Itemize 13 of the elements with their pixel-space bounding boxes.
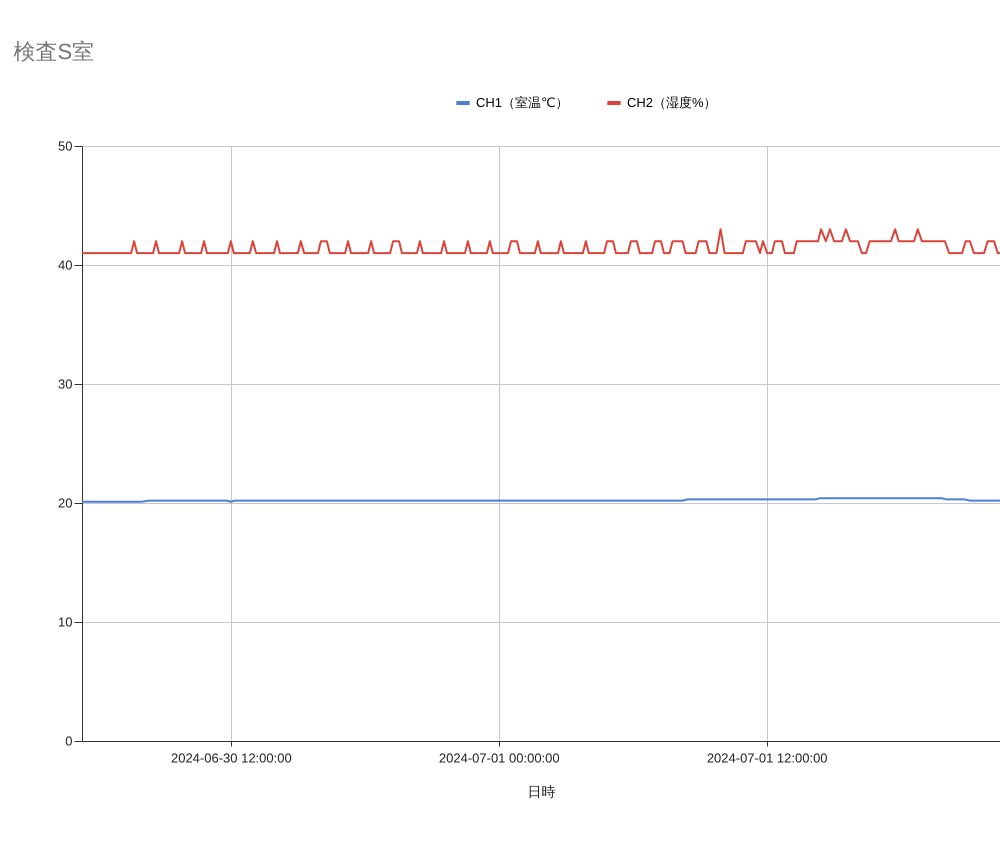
y-tick-label: 20 — [58, 496, 72, 510]
chart-title: 検査S室 — [14, 39, 94, 64]
x-axis-title: 日時 — [528, 784, 556, 800]
x-tick-label: 2024-06-30 12:00:00 — [170, 750, 292, 766]
x-tick-label: 2024-07-01 00:00:00 — [438, 750, 560, 766]
y-tick-label: 40 — [58, 258, 72, 272]
legend-label: CH1（室温℃） — [476, 95, 569, 110]
y-tick-label: 0 — [65, 734, 72, 748]
x-tick-label: 2024-07-01 12:00:00 — [706, 750, 828, 766]
legend-label: CH2（湿度%） — [627, 95, 717, 110]
y-tick-label: 50 — [58, 138, 72, 154]
y-tick-label: 30 — [58, 376, 72, 392]
y-tick-label: 10 — [58, 614, 72, 630]
